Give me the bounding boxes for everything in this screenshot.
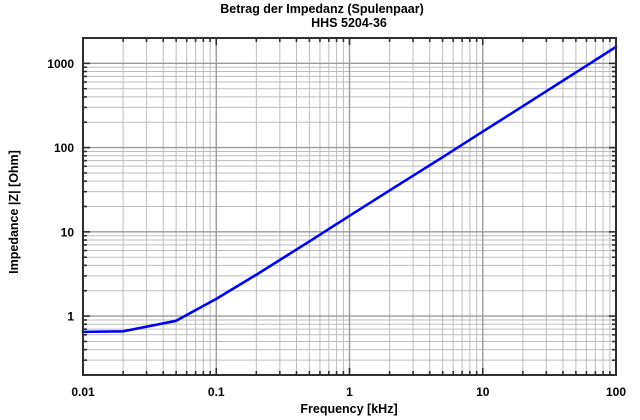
x-axis-tick-labels: 0.01 0.1 1 10 100 bbox=[71, 385, 626, 399]
y-tick-label: 1000 bbox=[47, 57, 74, 71]
grid-minor-lines bbox=[83, 38, 616, 375]
impedance-curve bbox=[81, 45, 618, 334]
plot-frame bbox=[82, 37, 617, 376]
grid-major-lines bbox=[83, 38, 616, 375]
y-tick-label: 100 bbox=[54, 141, 74, 155]
x-tick-label: 100 bbox=[606, 385, 626, 399]
x-tick-label: 0.1 bbox=[208, 385, 225, 399]
chart-title-line2: HHS 5204-36 bbox=[311, 16, 387, 30]
x-tick-label: 0.01 bbox=[71, 385, 95, 399]
y-tick-label: 10 bbox=[61, 225, 75, 239]
x-tick-label: 10 bbox=[476, 385, 490, 399]
y-axis-tick-labels: 1 10 100 1000 bbox=[47, 57, 74, 324]
x-tick-label: 1 bbox=[346, 385, 353, 399]
y-axis-label: Impedance |Z| [Ohm] bbox=[7, 150, 21, 274]
impedance-curve-group bbox=[81, 45, 618, 334]
y-tick-label: 1 bbox=[67, 310, 74, 324]
chart-title-line1: Betrag der Impedanz (Spulenpaar) bbox=[220, 2, 424, 16]
x-axis-label: Frequency [kHz] bbox=[300, 402, 397, 416]
